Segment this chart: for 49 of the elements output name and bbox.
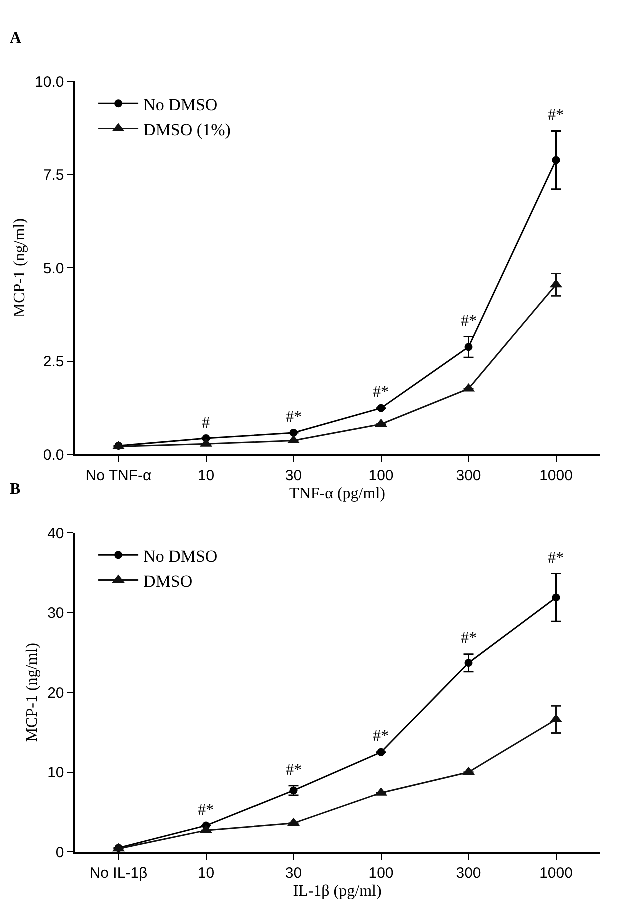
y-tick-label: 0.0 [43,446,64,464]
y-tick-label: 30 [48,605,64,622]
x-tick-label: 30 [285,864,302,882]
legend-label: DMSO [144,572,193,591]
annotation: #* [461,630,477,647]
x-tick-label: 100 [368,467,394,484]
x-tick-label: No IL-1β [90,864,148,882]
legend-label: No DMSO [144,546,218,566]
y-tick-label: 20 [48,684,64,702]
point [464,659,473,668]
point [552,156,560,164]
y-axis-title: MCP-1 (ng/ml) [11,218,28,318]
annotation: #* [198,802,214,819]
chart-title: B [10,481,21,498]
y-tick-label: 0 [56,844,64,862]
x-tick-label: 10 [198,864,215,882]
point [377,404,386,412]
y-tick-label: 5.0 [43,260,64,278]
x-tick-label: 30 [285,467,302,484]
point [552,594,560,602]
annotation: # [202,415,210,432]
x-axis-title: IL-1β (pg/ml) [293,883,382,900]
annotation: #* [286,409,302,426]
y-axis-title: MCP-1 (ng/ml) [24,643,41,742]
annotation: #* [461,313,477,330]
annotation: #* [548,550,564,567]
y-tick-label: 10.0 [35,74,64,91]
x-axis-title: TNF-α (pg/ml) [290,486,386,503]
y-tick-label: 10 [48,764,64,782]
legend-label: DMSO (1%) [144,120,231,140]
point [377,748,386,756]
annotation: #* [548,107,564,124]
y-tick-label: 7.5 [43,167,64,184]
x-tick-label: 1000 [540,864,573,882]
x-tick-label: 100 [368,864,394,882]
annotation: #* [373,728,389,745]
y-tick-label: 40 [48,525,64,542]
chart-title: A [10,30,22,47]
legend-label: No DMSO [144,95,218,114]
x-tick-label: No TNF-α [86,467,152,484]
point [290,428,298,437]
x-tick-label: 1000 [540,467,573,484]
y-tick-label: 2.5 [43,354,64,371]
annotation: #* [286,762,302,779]
point [464,343,473,352]
x-tick-label: 10 [198,467,215,484]
x-tick-label: 300 [456,467,482,484]
x-tick-label: 300 [456,864,482,882]
annotation: #* [373,384,389,401]
